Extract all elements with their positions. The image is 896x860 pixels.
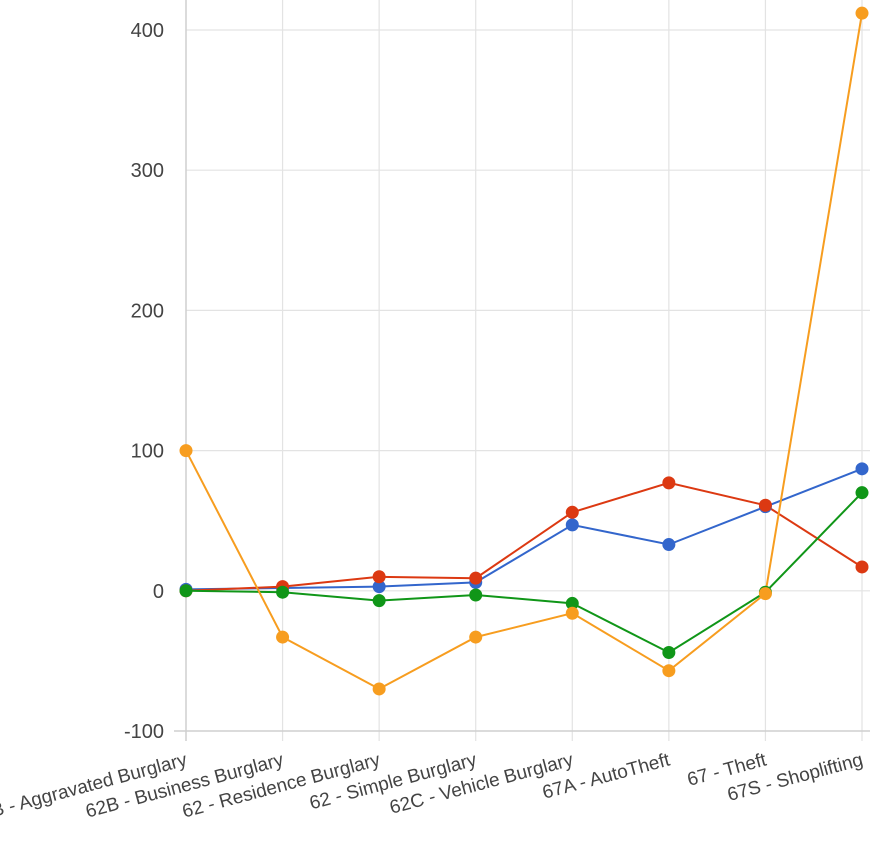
data-points <box>179 6 869 696</box>
data-point-s0-7[interactable] <box>855 462 869 476</box>
data-point-s0-5[interactable] <box>662 538 676 552</box>
data-point-s1-3[interactable] <box>469 571 483 585</box>
data-point-s3-7[interactable] <box>855 6 869 20</box>
y-tick-label: 0 <box>153 581 164 603</box>
data-point-s1-7[interactable] <box>855 560 869 574</box>
y-tick-label: 200 <box>131 300 164 322</box>
data-point-s0-2[interactable] <box>372 580 386 594</box>
data-point-s3-1[interactable] <box>276 630 290 644</box>
data-point-s2-1[interactable] <box>276 585 290 599</box>
data-point-s3-4[interactable] <box>565 606 579 620</box>
y-tick-label: -100 <box>124 721 164 743</box>
series-lines <box>185 13 863 691</box>
data-point-s3-5[interactable] <box>662 664 676 678</box>
axes <box>174 0 870 741</box>
data-point-s2-4[interactable] <box>565 596 579 610</box>
series-line-2 <box>185 492 863 654</box>
gridlines <box>186 0 870 741</box>
data-point-s2-0[interactable] <box>179 584 193 598</box>
data-point-s1-6[interactable] <box>758 498 772 512</box>
data-point-s3-0[interactable] <box>179 444 193 458</box>
data-point-s3-2[interactable] <box>372 682 386 696</box>
y-tick-label: 400 <box>131 20 164 42</box>
data-point-s1-2[interactable] <box>372 570 386 584</box>
data-point-s1-4[interactable] <box>565 505 579 519</box>
data-point-s2-7[interactable] <box>855 486 869 500</box>
y-tick-labels: -100 0 100 200 300 400 <box>124 20 164 743</box>
data-point-s3-6[interactable] <box>758 587 772 601</box>
y-tick-label: 300 <box>131 160 164 182</box>
data-point-s2-2[interactable] <box>372 594 386 608</box>
y-tick-label: 100 <box>131 441 164 463</box>
series-line-0 <box>185 467 863 591</box>
data-point-s1-5[interactable] <box>662 476 676 490</box>
data-point-s2-3[interactable] <box>469 588 483 602</box>
data-point-s3-3[interactable] <box>469 630 483 644</box>
data-point-s2-5[interactable] <box>662 645 676 659</box>
series-line-1 <box>185 481 863 592</box>
data-point-s0-4[interactable] <box>565 518 579 532</box>
series-line-3 <box>185 13 863 691</box>
